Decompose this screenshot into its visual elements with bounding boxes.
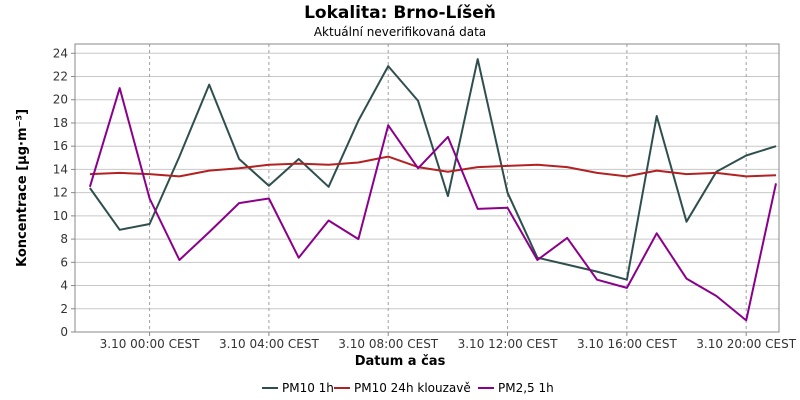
series-line-1 (89, 58, 777, 281)
x-axis-label: Datum a čas (355, 354, 446, 369)
y-axis-label: Koncentrace [µg·m⁻³] (15, 109, 30, 267)
grid-lines (75, 44, 779, 333)
x-tick-label: 3.10 08:00 CEST (338, 337, 439, 351)
y-tick-label: 4 (60, 279, 68, 293)
legend-label: PM10 24h klouzavě (354, 381, 471, 395)
chart-title: Lokalita: Brno-Líšeň (304, 3, 496, 23)
x-axis-ticks: 3.10 00:00 CEST 3.10 04:00 CEST 3.10 08:00… (100, 332, 797, 351)
chart-subtitle: Aktuální neverifikovaná data (314, 25, 486, 39)
x-tick-label: 3.10 00:00 CEST (100, 337, 201, 351)
series-line-3 (88, 87, 777, 322)
y-tick-label: 20 (53, 93, 68, 107)
x-tick-label: 3.10 04:00 CEST (219, 337, 320, 351)
y-tick-label: 2 (60, 302, 68, 316)
legend-label: PM10 1h (282, 381, 334, 395)
series-line-2 (89, 155, 777, 178)
x-tick-label: 3.10 12:00 CEST (458, 337, 559, 351)
y-tick-label: 24 (53, 46, 68, 60)
y-tick-label: 18 (53, 116, 68, 130)
plot-frame (74, 43, 780, 333)
series-lines (88, 58, 777, 322)
y-tick-label: 8 (60, 232, 68, 246)
y-tick-label: 10 (53, 209, 68, 223)
legend: PM10 1h PM10 24h klouzavě PM2,5 1h (262, 381, 554, 395)
y-tick-label: 6 (60, 255, 68, 269)
y-tick-label: 14 (53, 162, 68, 176)
y-tick-label: 22 (53, 70, 68, 84)
x-tick-label: 3.10 20:00 CEST (696, 337, 797, 351)
legend-label: PM2,5 1h (498, 381, 554, 395)
y-tick-label: 16 (53, 139, 68, 153)
x-tick-label: 3.10 16:00 CEST (577, 337, 678, 351)
y-tick-label: 0 (60, 325, 68, 339)
y-tick-label: 12 (53, 186, 68, 200)
